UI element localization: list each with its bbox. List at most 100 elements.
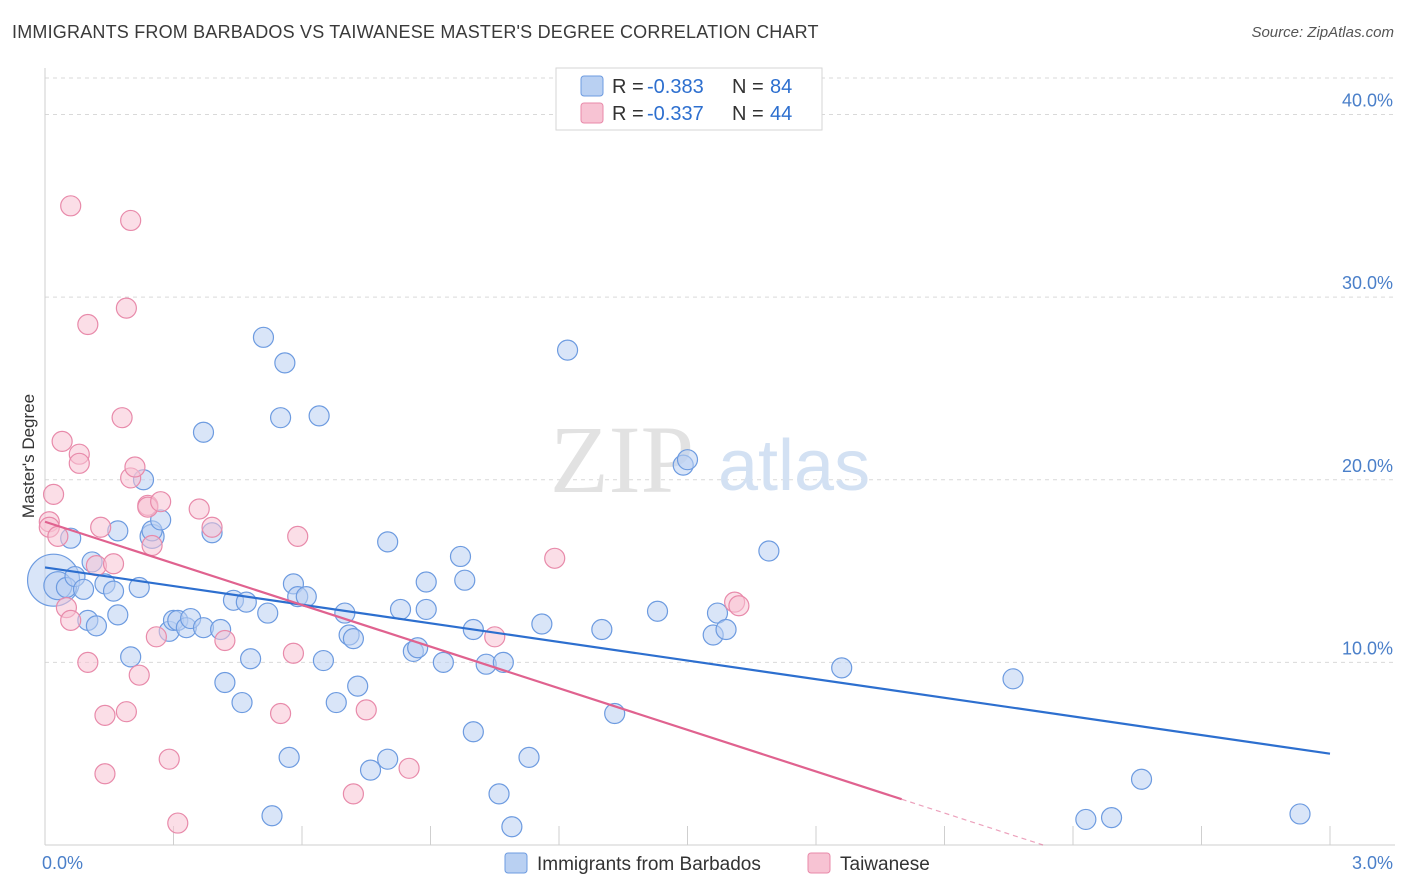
barbados-point-81	[1100, 807, 1123, 829]
barbados-point-32	[240, 648, 262, 670]
x-tick-label-max: 3.0%	[1352, 853, 1393, 873]
taiwanese-point-14	[94, 704, 116, 726]
taiwanese-point-9	[68, 452, 90, 474]
barbados-point-5	[72, 578, 95, 600]
chart-title: IMMIGRANTS FROM BARBADOS VS TAIWANESE MA…	[12, 22, 819, 42]
taiwanese-point-35	[282, 642, 305, 664]
barbados-point-44	[325, 691, 347, 714]
taiwanese-point-15	[94, 763, 116, 785]
legend-n-label-1: N =	[732, 76, 764, 98]
taiwanese-point-32	[201, 516, 223, 538]
taiwanese-point-31	[188, 498, 210, 520]
barbados-point-68	[556, 339, 579, 361]
barbados-point-63	[488, 783, 510, 805]
legend-swatch-taiwanese	[580, 102, 604, 124]
taiwanese-point-19	[115, 701, 137, 723]
legend-r-value-1: -0.383	[647, 76, 704, 98]
barbados-point-75	[706, 602, 729, 624]
y-tick-label-0: 10.0%	[1342, 638, 1393, 658]
series-legend: Immigrants from Barbados Taiwanese	[504, 852, 930, 875]
x-axis-ticks	[44, 826, 1331, 845]
barbados-point-51	[377, 748, 399, 770]
barbados-point-77	[758, 540, 780, 562]
legend-r-label-2: R =	[612, 103, 644, 125]
legend-swatch-barbados	[580, 75, 604, 97]
barbados-point-35	[261, 805, 283, 827]
barbados-point-54	[407, 637, 429, 659]
data-points	[26, 195, 1311, 838]
barbados-point-12	[107, 520, 129, 542]
taiwanese-point-40	[484, 626, 506, 648]
y-tick-label-1: 20.0%	[1342, 456, 1393, 476]
barbados-point-33	[252, 326, 275, 348]
barbados-point-56	[415, 598, 437, 621]
trend-lines	[44, 520, 1331, 846]
y-tick-label-3: 40.0%	[1342, 91, 1393, 111]
barbados-point-69	[591, 618, 613, 641]
bottom-legend-swatch-barbados	[504, 852, 528, 874]
taiwanese-point-2	[42, 483, 65, 505]
taiwanese-point-33	[214, 629, 236, 652]
x-tick-label-min: 0.0%	[42, 853, 83, 873]
barbados-point-43	[312, 649, 335, 672]
gridlines	[45, 77, 1395, 663]
taiwanese-point-16	[102, 553, 125, 575]
barbados-point-78	[831, 657, 853, 679]
barbados-point-52	[389, 598, 412, 621]
barbados-point-76	[715, 618, 737, 641]
barbados-point-71	[646, 600, 669, 622]
barbados-point-50	[377, 531, 399, 553]
stats-legend: R = -0.383 N = 84 R = -0.337 N = 44	[555, 67, 823, 131]
barbados-point-13	[120, 646, 142, 668]
taiwanese-point-17	[111, 407, 133, 429]
watermark: ZIP atlas	[550, 406, 870, 513]
taiwanese-point-30	[167, 812, 189, 834]
barbados-point-67	[531, 613, 553, 635]
barbados-point-73	[676, 449, 699, 471]
barbados-point-42	[308, 405, 330, 427]
barbados-point-11	[107, 604, 129, 626]
barbados-point-83	[1289, 803, 1311, 825]
legend-n-value-1: 84	[770, 76, 792, 98]
taiwanese-point-41	[544, 547, 566, 569]
bottom-legend-label-taiwanese: Taiwanese	[840, 854, 930, 875]
taiwanese-point-13	[90, 516, 112, 538]
taiwanese-trend-line-extension	[901, 798, 1044, 846]
barbados-point-64	[492, 651, 514, 673]
taiwanese-point-18	[115, 297, 137, 319]
taiwanese-point-27	[145, 626, 167, 648]
taiwanese-point-23	[128, 664, 150, 686]
taiwanese-point-26	[141, 534, 163, 557]
barbados-point-34	[257, 602, 279, 624]
barbados-point-49	[359, 759, 382, 781]
barbados-point-66	[518, 746, 540, 768]
barbados-point-65	[501, 816, 523, 838]
barbados-point-36	[269, 407, 292, 429]
taiwanese-point-28	[150, 491, 172, 513]
barbados-point-37	[274, 352, 296, 374]
barbados-point-59	[454, 569, 476, 591]
bottom-legend-label-barbados: Immigrants from Barbados	[537, 854, 761, 875]
barbados-point-55	[415, 571, 437, 593]
barbados-point-38	[278, 746, 300, 768]
barbados-point-58	[449, 545, 472, 568]
taiwanese-point-4	[51, 430, 73, 453]
barbados-point-48	[347, 675, 369, 697]
y-tick-labels: 10.0% 20.0% 30.0% 40.0%	[1342, 91, 1393, 659]
chart-source: Source: ZipAtlas.com	[1251, 24, 1394, 41]
barbados-point-28	[214, 671, 236, 694]
y-tick-label-2: 30.0%	[1342, 273, 1393, 293]
taiwanese-point-37	[342, 783, 364, 805]
legend-n-value-2: 44	[770, 103, 792, 125]
legend-n-label-2: N =	[732, 103, 764, 125]
barbados-point-47	[342, 628, 364, 650]
legend-r-value-2: -0.337	[647, 103, 704, 125]
y-axis-label: Master's Degree	[19, 394, 38, 518]
barbados-point-24	[192, 421, 215, 443]
legend-r-label-1: R =	[612, 76, 644, 98]
taiwanese-point-7	[60, 195, 82, 217]
barbados-point-57	[432, 651, 454, 673]
barbados-point-30	[231, 691, 253, 714]
barbados-point-79	[1002, 668, 1024, 690]
